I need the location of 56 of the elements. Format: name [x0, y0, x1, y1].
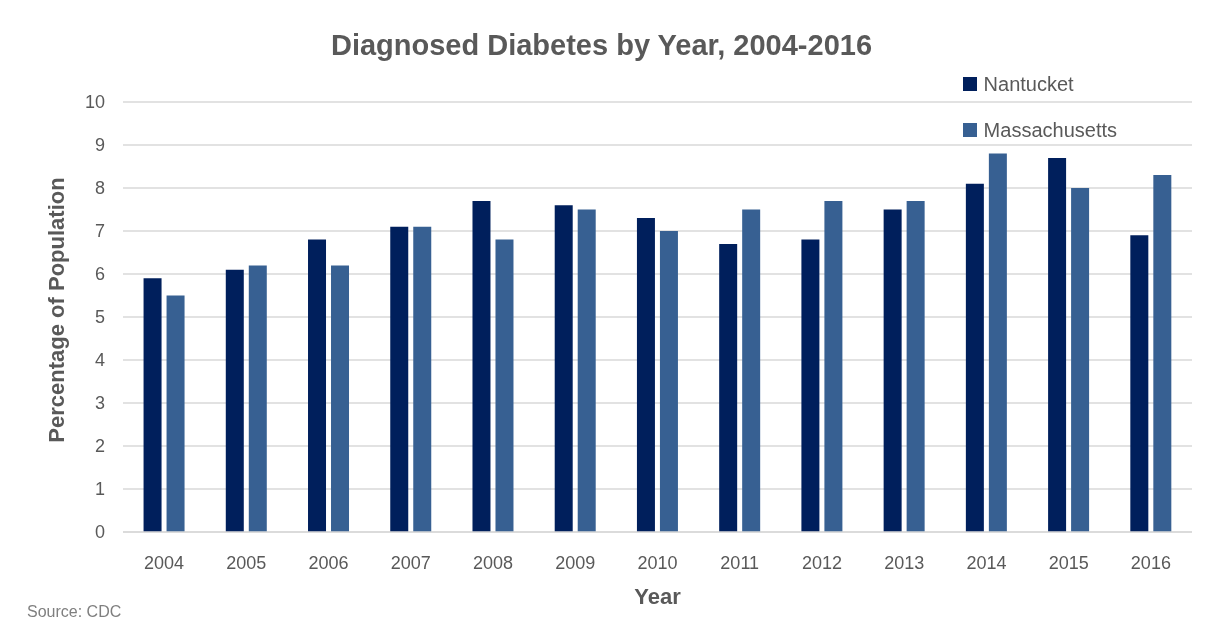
x-tick-label: 2006 [308, 552, 349, 573]
y-tick-label: 10 [84, 92, 105, 113]
bar [143, 278, 162, 532]
x-tick-label: 2015 [1048, 552, 1089, 573]
bar [742, 209, 761, 532]
y-axis-title: Percentage of Population [44, 177, 69, 443]
bar [413, 226, 432, 532]
bar [225, 269, 244, 532]
bar [248, 265, 267, 532]
bar [719, 243, 738, 532]
bar [1048, 157, 1067, 532]
bar [495, 239, 514, 532]
legend-label: Massachusetts [983, 118, 1117, 141]
x-tick-label: 2016 [1130, 552, 1171, 573]
bar [390, 226, 409, 532]
bar [988, 153, 1007, 532]
x-tick-label: 2013 [884, 552, 925, 573]
bar [577, 209, 596, 532]
x-tick-label: 2009 [555, 552, 596, 573]
x-tick-label: 2010 [637, 552, 678, 573]
y-tick-label: 0 [94, 522, 105, 543]
bar [659, 231, 678, 532]
y-tick-label: 6 [94, 264, 105, 285]
x-tick-label: 2014 [966, 552, 1007, 573]
bar [472, 200, 491, 532]
bar [554, 205, 573, 532]
bar [166, 295, 185, 532]
x-tick-label: 2008 [473, 552, 514, 573]
bar [1153, 175, 1172, 532]
y-tick-label: 4 [94, 350, 105, 371]
legend-label: Nantucket [983, 72, 1074, 95]
y-tick-label: 7 [94, 221, 105, 242]
x-tick-label: 2011 [720, 552, 760, 573]
y-tick-label: 9 [94, 135, 105, 156]
chart-title: Diagnosed Diabetes by Year, 2004-2016 [330, 29, 873, 61]
bar [801, 239, 820, 532]
x-tick-label: 2012 [801, 552, 842, 573]
bar [331, 265, 350, 532]
y-tick-label: 3 [94, 393, 105, 414]
bar [883, 209, 902, 532]
bar [965, 183, 984, 532]
x-tick-label: 2005 [226, 552, 267, 573]
bar [824, 200, 843, 532]
x-axis-title: Year [634, 584, 681, 609]
bar [906, 200, 925, 532]
bar [308, 239, 327, 532]
x-tick-label: 2007 [390, 552, 431, 573]
x-tick-label: 2004 [144, 552, 185, 573]
y-tick-label: 8 [94, 178, 105, 199]
source-note: Source: CDC [27, 603, 122, 620]
bar [636, 218, 655, 532]
y-tick-label: 1 [94, 479, 105, 500]
bar [1130, 235, 1149, 532]
bar [1071, 188, 1090, 532]
y-tick-label: 2 [94, 436, 105, 457]
y-tick-label: 5 [94, 307, 105, 328]
